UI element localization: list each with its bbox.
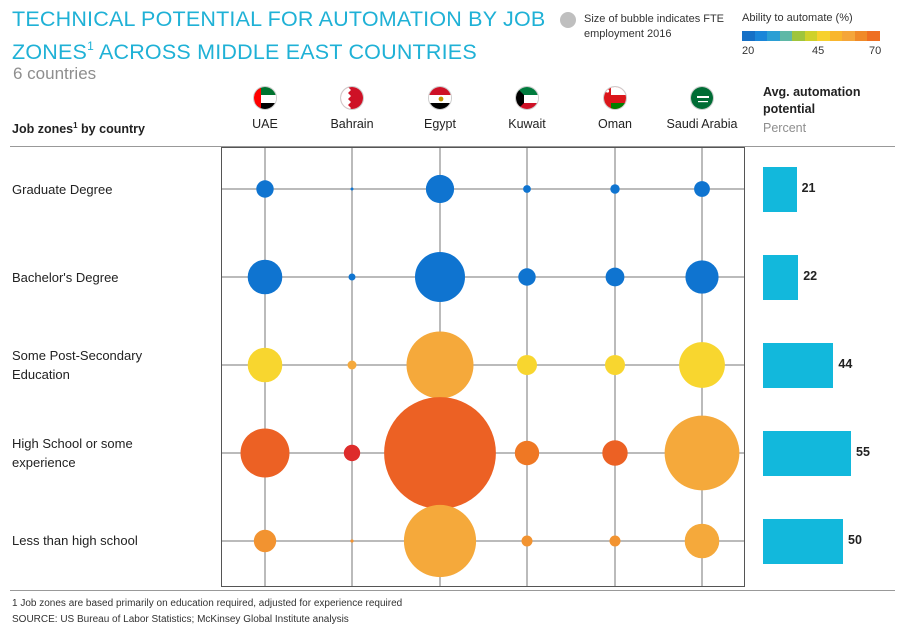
row-label-bachelors-degree: Bachelor's Degree — [12, 270, 119, 285]
footer-divider — [10, 590, 895, 591]
color-swatch — [804, 31, 817, 41]
country-header: Oman — [565, 86, 665, 131]
chart-title: TECHNICAL POTENTIAL FOR AUTOMATION BY JO… — [12, 7, 546, 64]
bubble — [425, 174, 455, 204]
country-header: UAE — [215, 86, 315, 131]
bubble-legend-text: Size of bubble indicates FTE employment … — [584, 13, 725, 40]
avg-potential-unit: Percent — [763, 121, 807, 135]
bubble — [406, 331, 474, 399]
bubble — [384, 397, 496, 509]
source-note: SOURCE: US Bureau of Labor Statistics; M… — [12, 614, 349, 625]
bubble — [694, 181, 710, 197]
bubble — [664, 415, 740, 491]
country-name: Saudi Arabia — [666, 117, 738, 131]
avg-potential-value: 50 — [848, 533, 862, 547]
bubble — [343, 444, 361, 462]
color-legend-title: Ability to automate (%) — [742, 12, 853, 24]
bubble-plot-area — [221, 147, 745, 587]
avg-potential-value: 22 — [803, 269, 818, 283]
avg-potential-bar — [763, 343, 834, 388]
color-scale-bar — [742, 31, 880, 41]
row-label-some-post-secondary: Some Post-Secondary Education — [12, 348, 143, 382]
bubble — [521, 535, 533, 547]
color-swatch — [792, 31, 805, 41]
country-name: Egypt — [424, 117, 456, 131]
bubble — [403, 504, 477, 578]
bubble — [415, 252, 465, 302]
avg-potential-bar — [763, 255, 799, 300]
bubble — [253, 529, 277, 553]
country-name: Kuwait — [508, 117, 546, 131]
bubble — [348, 273, 356, 281]
bubble — [610, 184, 620, 194]
avg-potential-header: Avg. automation potential — [763, 85, 861, 116]
oman-flag-icon — [603, 86, 627, 110]
color-swatch — [842, 31, 855, 41]
color-swatch — [779, 31, 792, 41]
avg-potential-value: 21 — [801, 181, 816, 195]
bubble — [247, 259, 283, 295]
color-tick-max: 70 — [869, 45, 882, 57]
bubble — [347, 360, 357, 370]
color-swatch — [829, 31, 842, 41]
bubble — [247, 347, 283, 383]
bubble — [605, 267, 625, 287]
country-name: Bahrain — [330, 117, 374, 131]
color-swatch — [742, 31, 755, 41]
country-header: Bahrain — [302, 86, 402, 131]
country-header: Saudi Arabia — [652, 86, 752, 131]
color-swatch — [754, 31, 767, 41]
footnote: 1 Job zones are based primarily on educa… — [12, 598, 403, 609]
bubble — [350, 187, 354, 191]
avg-potential-value: 44 — [838, 357, 853, 371]
bubble — [518, 268, 536, 286]
color-tick-min: 20 — [742, 45, 755, 57]
kuwait-flag-icon — [515, 86, 539, 110]
row-label-less-than-high-school: Less than high school — [12, 533, 138, 548]
country-header: Egypt — [390, 86, 490, 131]
color-swatch — [854, 31, 867, 41]
bubble — [685, 260, 719, 294]
avg-potential-bar — [763, 519, 843, 564]
avg-potential-bar — [763, 167, 797, 212]
country-header: Kuwait — [477, 86, 577, 131]
bubble — [605, 355, 625, 375]
bubble — [256, 180, 274, 198]
bubble — [523, 185, 531, 193]
chart-subtitle: 6 countries — [13, 64, 97, 83]
bubble — [684, 523, 720, 559]
color-swatch — [817, 31, 830, 41]
avg-potential-value: 55 — [856, 445, 870, 459]
bubble — [240, 428, 290, 478]
row-label-high-school: High School or some experience — [12, 436, 133, 470]
color-tick-mid: 45 — [812, 45, 825, 57]
country-name: UAE — [252, 117, 278, 131]
header-divider — [10, 146, 895, 147]
bahrain-flag-icon — [340, 86, 364, 110]
bubble — [350, 539, 354, 543]
color-swatch — [767, 31, 780, 41]
color-swatch — [867, 31, 880, 41]
bubble — [602, 440, 628, 466]
bubble — [679, 342, 725, 388]
bubble — [514, 440, 540, 466]
bubble — [517, 355, 537, 375]
avg-potential-bar — [763, 431, 851, 476]
row-label-graduate-degree: Graduate Degree — [12, 182, 113, 197]
bubble — [609, 535, 621, 547]
uae-flag-icon — [253, 86, 277, 110]
country-name: Oman — [597, 117, 633, 131]
egypt-flag-icon — [428, 86, 452, 110]
bubble-legend-dot — [560, 12, 576, 28]
saudi-arabia-flag-icon — [690, 86, 714, 110]
rows-header: Job zones1 by country — [12, 121, 145, 136]
